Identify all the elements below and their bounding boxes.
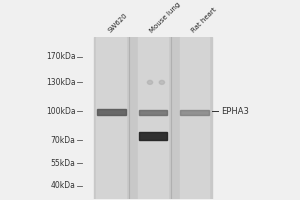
- Text: 40kDa: 40kDa: [51, 181, 76, 190]
- Bar: [139, 132, 167, 140]
- Bar: [97, 37, 126, 199]
- Text: 170kDa: 170kDa: [46, 52, 76, 61]
- Text: 55kDa: 55kDa: [51, 159, 76, 168]
- Text: SW620: SW620: [107, 12, 129, 34]
- Bar: [139, 110, 167, 115]
- Ellipse shape: [147, 80, 153, 84]
- Bar: [138, 37, 168, 199]
- Text: Mouse lung: Mouse lung: [149, 1, 182, 34]
- Bar: [97, 109, 126, 115]
- Bar: [180, 37, 209, 199]
- Text: 70kDa: 70kDa: [51, 136, 76, 145]
- Text: 100kDa: 100kDa: [46, 107, 76, 116]
- Bar: [180, 110, 209, 115]
- Ellipse shape: [159, 80, 165, 84]
- Text: Rat heart: Rat heart: [190, 7, 217, 34]
- Bar: [94, 37, 212, 199]
- Text: 130kDa: 130kDa: [46, 78, 76, 87]
- Text: EPHA3: EPHA3: [221, 107, 249, 116]
